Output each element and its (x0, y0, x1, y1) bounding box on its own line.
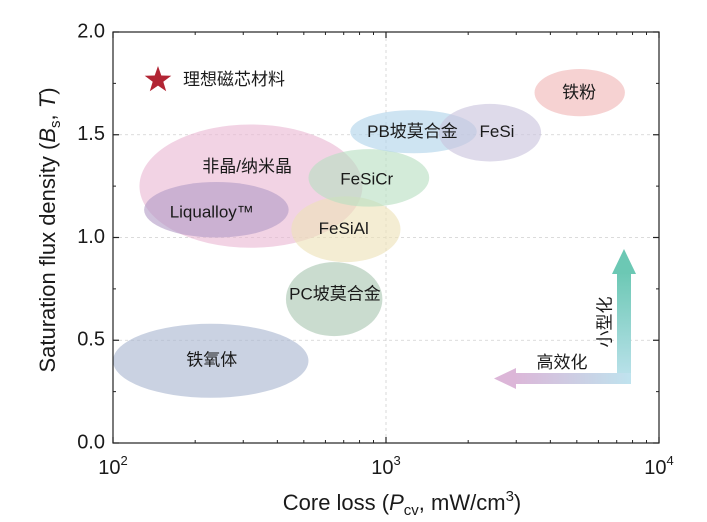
legend: 理想磁芯材料 (144, 66, 285, 92)
y-tick-label: 2.0 (77, 20, 105, 42)
y-tick-label: 1.5 (77, 123, 105, 145)
y-tick-label: 0.5 (77, 329, 105, 351)
x-tick-label: 103 (371, 453, 400, 479)
region-ellipse (534, 68, 625, 117)
y-tick-label: 0.0 (77, 431, 105, 453)
region-label: FeSiAl (319, 219, 369, 238)
region-ellipse (438, 103, 542, 162)
region-label: PC坡莫合金 (289, 285, 381, 304)
tick-labels: 0.0 0.5 1.0 1.5 2.0 102 103 104 (77, 20, 674, 479)
region-label: FeSiCr (340, 169, 393, 188)
x-tick-label: 104 (644, 453, 673, 479)
region-label: 非晶/纳米晶 (202, 157, 292, 176)
region-label: FeSi (480, 122, 515, 141)
region-ellipse (112, 323, 309, 398)
region-label: PB坡莫合金 (367, 122, 458, 141)
y-tick-label: 1.0 (77, 226, 105, 248)
region-label: 铁氧体 (186, 350, 237, 369)
vertical-arrow-head (612, 249, 636, 274)
y-axis-label: Saturation flux density (Bs, T) (35, 87, 64, 372)
legend-star-icon (144, 66, 172, 92)
trend-arrows: 小型化 高效化 (494, 249, 636, 389)
region-ellipse (291, 196, 401, 263)
region-ellipse (285, 262, 383, 337)
legend-label: 理想磁芯材料 (183, 70, 285, 89)
horizontal-arrow-head (494, 368, 516, 389)
region-label: Liqualloy™ (170, 202, 254, 221)
vertical-arrow-label: 小型化 (595, 297, 614, 348)
horizontal-arrow-label: 高效化 (537, 353, 588, 372)
region-ellipse (308, 149, 430, 207)
x-tick-label: 102 (98, 453, 127, 479)
vertical-arrow-shaft (617, 272, 631, 384)
region-ellipse (144, 182, 289, 238)
tick-marks (112, 31, 660, 444)
region-label: 铁粉 (562, 83, 596, 102)
x-axis-label: Core loss (Pcv, mW/cm3) (283, 488, 521, 519)
regions-layer: 铁氧体 PC坡莫合金 非晶/纳米晶 Liqualloy™ FeSiAl FeSiCr PB坡… (112, 68, 625, 398)
horizontal-arrow-shaft (513, 373, 631, 384)
